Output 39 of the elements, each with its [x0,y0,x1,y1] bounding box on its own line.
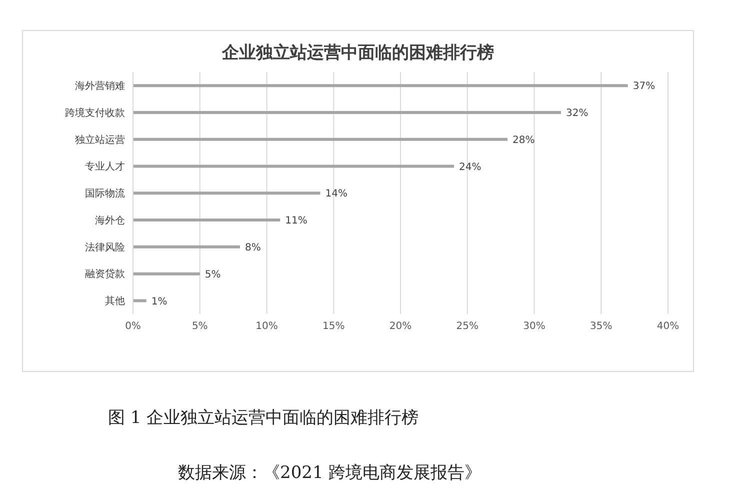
bar [133,299,146,302]
data-label: 24% [459,162,482,173]
x-tick-label: 35% [590,321,612,332]
bar [133,84,628,88]
y-tick-label: 国际物流 [85,188,125,200]
y-tick-label: 跨境支付收款 [65,106,125,119]
bar [133,245,240,248]
data-label: 11% [285,216,308,227]
y-tick-label: 海外仓 [95,214,125,226]
bar [133,110,561,114]
data-label: 32% [566,108,588,120]
bar [133,272,200,276]
x-tick-label: 15% [322,321,345,332]
data-label: 5% [204,269,221,280]
x-tick-label: 5% [192,321,208,332]
data-label: 37% [632,81,656,92]
bar [133,192,320,195]
chart-title: 企业独立站运营中面临的困难排行榜 [220,42,495,64]
bar [133,218,280,222]
y-tick-label: 独立站运营 [75,134,125,146]
source-note: 数据来源：《2021 跨境电商发展报告》 [178,462,482,484]
x-tick-label: 40% [656,321,680,332]
data-label: 1% [151,296,168,308]
y-tick-label: 法律风险 [85,241,125,254]
x-tick-label: 10% [256,321,278,332]
data-label: 28% [512,134,535,146]
x-tick-label: 0% [125,321,141,332]
x-tick-label: 30% [523,321,546,332]
y-tick-label: 专业人才 [85,160,125,173]
x-tick-label: 25% [456,321,478,332]
y-tick-label: 融资贷款 [85,268,125,280]
y-tick-label: 其他 [105,295,125,308]
caption: 图 1 企业独立站运营中面临的困难排行榜 [108,407,419,429]
x-tick-label: 20% [389,321,412,332]
y-tick-label: 海外营销难 [75,80,125,92]
bar [133,164,454,168]
data-label: 8% [245,242,261,254]
data-label: 14% [325,188,348,200]
bar [133,138,508,141]
